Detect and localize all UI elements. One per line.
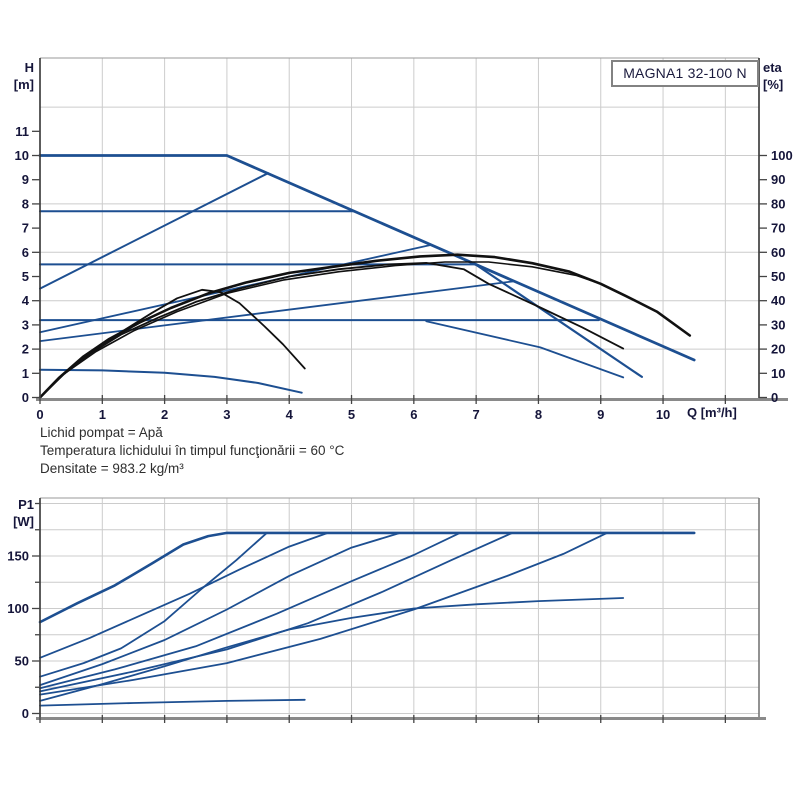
curve-p1-cc7 [39, 532, 608, 696]
curve-p1-max [38, 531, 696, 624]
p1-axis-unit: [W] [13, 514, 34, 529]
curve-speed2-descent [474, 263, 643, 378]
y-tick-label: 150 [7, 549, 29, 564]
hq-chart: 0 1 2 3 4 5 6 7 8 9 100123456789101101020304050607… [15, 57, 793, 422]
curve-eta-1 [39, 261, 605, 399]
curve-p1-cc6 [39, 532, 514, 693]
curve-p1-cc5 [39, 532, 461, 690]
curve-speed1-descent [425, 320, 625, 379]
y2-tick-label: 70 [771, 221, 785, 236]
y2-tick-label: 50 [771, 269, 785, 284]
x-tick-label: 0 [36, 407, 43, 422]
x-tick-label: 2 [161, 407, 168, 422]
curve-prop-pressure-2 [39, 244, 431, 334]
y2-tick-label: 30 [771, 317, 785, 332]
x-tick-label: 6 [410, 407, 417, 422]
y2-tick-label: 0 [771, 390, 778, 405]
y-tick-label: 4 [22, 293, 30, 308]
y-tick-label: 50 [15, 653, 29, 668]
curve-prop-pressure-3 [39, 172, 269, 290]
x-tick-label: 8 [535, 407, 542, 422]
y2-tick-label: 100 [771, 148, 793, 163]
curve-p1-cc2 [39, 532, 329, 659]
y-tick-label: 1 [22, 366, 29, 381]
x-tick-label: 5 [348, 407, 355, 422]
eta-axis-unit: [%] [763, 77, 784, 92]
curve-max-speed-curve [38, 154, 696, 362]
y-tick-label: 6 [22, 245, 29, 260]
x-tick-label: 9 [597, 407, 604, 422]
info-line-density: Densitate = 983.2 kg/m³ [40, 461, 184, 476]
y2-tick-label: 60 [771, 245, 785, 260]
fluid-info-block: Lichid pompat = Apă Temperatura lichidul… [40, 424, 344, 478]
p1-axis-symbol: P1 [18, 497, 34, 512]
curve-p1-cc4 [39, 532, 401, 686]
x-tick-label: 7 [473, 407, 480, 422]
y-tick-label: 8 [22, 196, 29, 211]
curve-eta-2 [39, 262, 625, 399]
x-tick-label: 10 [656, 407, 670, 422]
x-tick-label: 1 [99, 407, 106, 422]
pump-model-title: MAGNA1 32-100 N [611, 60, 759, 87]
y-tick-label: 0 [22, 706, 29, 721]
x-tick-label: 3 [223, 407, 230, 422]
h-axis-label: H [m] [6, 59, 34, 93]
y-tick-label: 3 [22, 317, 29, 332]
y-tick-label: 7 [22, 221, 29, 236]
p1-axis-label: P1 [W] [6, 496, 34, 530]
y-tick-label: 10 [15, 148, 29, 163]
curve-eta-min [39, 288, 306, 399]
power-chart: 0 50 100 150 [7, 497, 766, 723]
curve-prop-pressure-1 [39, 280, 515, 342]
y2-tick-label: 10 [771, 366, 785, 381]
curve-p1-cc8 [39, 597, 625, 702]
y-tick-label: 0 [22, 390, 29, 405]
y-tick-label: 9 [22, 172, 29, 187]
q-axis-label: Q [m³/h] [687, 405, 737, 420]
info-line-temperature: Temperatura lichidului în timpul funcţio… [40, 443, 345, 458]
h-axis-unit: [m] [13, 77, 34, 92]
curve-p1-min [39, 698, 306, 707]
y2-tick-label: 90 [771, 172, 785, 187]
info-line-pumped-liquid: Lichid pompat = Apă [40, 425, 163, 440]
eta-axis-symbol: eta [763, 60, 782, 75]
y-tick-label: 11 [15, 124, 29, 139]
y-tick-label: 100 [7, 601, 29, 616]
y-tick-label: 5 [22, 269, 29, 284]
curve-eta-max [38, 253, 692, 399]
y2-tick-label: 20 [771, 342, 785, 357]
y2-tick-label: 80 [771, 196, 785, 211]
x-tick-label: 4 [286, 407, 294, 422]
curve-min-speed-curve [39, 368, 303, 394]
h-axis-symbol: H [24, 60, 34, 75]
y2-tick-label: 40 [771, 293, 785, 308]
y-tick-label: 2 [22, 342, 29, 357]
curve-p1-cc3 [39, 532, 268, 678]
eta-axis-label: eta [%] [763, 59, 799, 93]
